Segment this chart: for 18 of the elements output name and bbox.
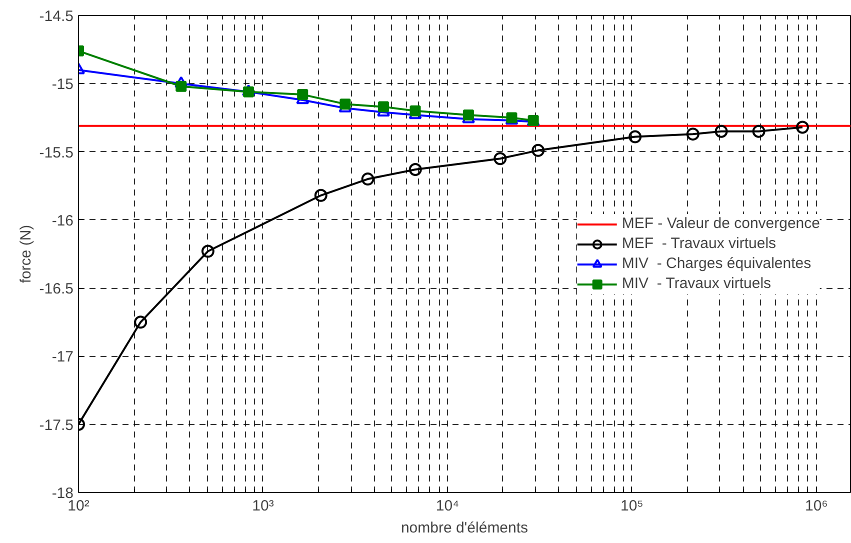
legend-label: MIV - Charges équivalentes	[622, 255, 812, 272]
x-tick-label: 10⁴	[436, 498, 460, 514]
y-tick-label: -14.5	[39, 8, 74, 25]
x-tick-label: 10⁵	[620, 498, 644, 514]
x-tick-label: 10⁶	[805, 498, 828, 514]
legend-label: MIV - Travaux virtuels	[622, 275, 772, 292]
y-tick-label: -16	[52, 212, 74, 230]
x-tick-label: 10²	[68, 498, 90, 514]
x-tick-label: 10³	[252, 498, 274, 514]
y-tick-label: -15.5	[39, 144, 74, 162]
y-tick-label: -17.5	[39, 416, 74, 434]
x-axis-title: nombre d'éléments	[400, 520, 528, 536]
legend-label: MEF - Valeur de convergence	[622, 215, 820, 232]
legend-label: MEF - Travaux virtuels	[622, 235, 776, 252]
y-tick-label: -16.5	[39, 280, 74, 298]
y-tick-label: -17	[52, 348, 74, 366]
y-axis-title: force (N)	[17, 224, 34, 284]
y-tick-label: -15	[52, 76, 74, 94]
